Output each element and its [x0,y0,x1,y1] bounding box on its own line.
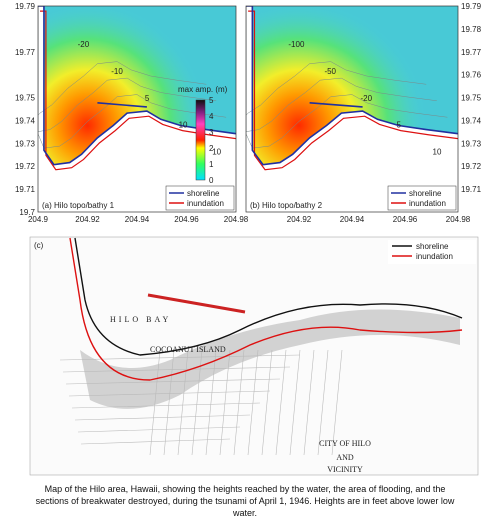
inundation-line [39,10,236,171]
shoreline [246,6,458,166]
place-label: COCOANUT ISLAND [150,345,226,354]
x-tick-label: 204.92 [287,215,312,224]
y-tick-label: 19.71 [461,185,482,194]
old-shoreline [74,237,463,356]
panel-label: (a) Hilo topo/bathy 1 [42,201,115,210]
x-tick-label: 204.94 [340,215,365,224]
inundation-line [248,10,458,171]
street [289,349,301,456]
figure: -20-105101019.7919.7719.7519.7419.7319.7… [15,2,482,476]
legend-label: shoreline [416,242,449,251]
map-layer: -100 -50 -20 5 10 10 [246,6,478,212]
contour-label: 10 [433,147,442,156]
place-label: VICINITY [327,465,363,474]
y-tick-label: 19.75 [15,94,36,103]
map-panel: -100 -50 -20 5 10 10 19.79 19.78 19.77 19.76 19.75… [245,2,482,224]
colorbar-tick: 5 [209,96,214,105]
legend-label: inundation [416,252,453,261]
contour-label: 10 [469,174,478,183]
contour [246,6,427,116]
contour-label: -50 [324,67,336,76]
breakwater [309,102,363,108]
street [71,402,261,409]
colorbar-tick: 4 [209,112,214,121]
y-tick-label: 19.78 [461,25,482,34]
y-tick-label: 19.76 [461,71,482,80]
street [331,349,343,456]
y-tick-label: 19.72 [461,162,482,171]
y-tick-label: 19.71 [15,185,36,194]
caption: Map of the Hilo area, Hawaii, showing th… [35,484,455,518]
contour-label: -10 [111,67,123,76]
x-tick-label: 204.92 [75,215,100,224]
contour-label: 10 [179,121,188,130]
street [275,349,287,456]
x-tick-label: 204.96 [174,215,199,224]
x-tick-label: 204.96 [393,215,418,224]
y-tick-label: 19.72 [15,162,36,171]
contour [246,6,437,132]
y-tick-label: 19.79 [461,2,482,11]
y-tick-label: 19.75 [461,94,482,103]
legend-box [165,185,235,211]
street [74,414,251,421]
colorbar-tick: 2 [209,144,214,153]
legend-label: shoreline [409,189,442,198]
contour [38,6,207,116]
y-tick-label: 19.73 [461,139,482,148]
legend-box [387,185,457,211]
legend-box [388,240,476,264]
street [317,349,329,456]
y-tick-label: 19.7 [19,208,35,217]
colorbar-tick: 0 [209,176,214,185]
y-tick-label: 19.77 [461,48,482,57]
legend-label: inundation [409,199,446,208]
street [80,438,231,445]
historical-map: HILO BAY COCOANUT ISLAND CITY OF HILO AND VI… [29,236,479,476]
contour [38,6,217,132]
x-tick-label: 204.98 [446,215,471,224]
y-tick-label: 19.73 [15,139,36,148]
contour-label: -20 [360,94,372,103]
breakwater-old [147,293,246,314]
contour-label: 10 [212,147,221,156]
map-panel: -20-105101019.7919.7719.7519.7419.7319.7… [15,2,249,224]
place-label: CITY OF HILO [319,439,371,448]
x-tick-label: 204.94 [125,215,150,224]
colorbar [195,99,206,181]
colorbar-tick: 1 [209,160,214,169]
contour-label: 5 [145,94,150,103]
old-inundation [69,237,463,381]
x-tick-label: 204.98 [224,215,249,224]
legend-label: shoreline [187,189,220,198]
land [38,6,236,212]
y-tick-label: 19.74 [461,116,482,125]
frame [245,5,459,213]
flood-area [80,309,460,409]
shoreline [38,6,236,166]
contour-label: 5 [397,121,402,130]
frame [37,5,237,213]
contour-label: -20 [78,40,90,49]
place-label: HILO BAY [110,315,171,324]
x-tick-label: 204.9 [28,215,49,224]
y-tick-label: 19.79 [15,2,36,11]
panel-label: (b) Hilo topo/bathy 2 [250,201,323,210]
street [233,349,245,456]
land [246,6,458,212]
y-tick-label: 19.77 [15,48,36,57]
colorbar-tick: 3 [209,128,214,137]
contour-label: -100 [288,40,305,49]
street [303,349,315,456]
y-tick-label: 19.74 [15,116,36,125]
breakwater [97,102,147,108]
colorbar-title: max amp. (m) [178,85,228,94]
legend-label: inundation [187,199,224,208]
place-label: AND [336,453,354,462]
panel-label: (c) [34,241,44,250]
street [77,426,241,433]
